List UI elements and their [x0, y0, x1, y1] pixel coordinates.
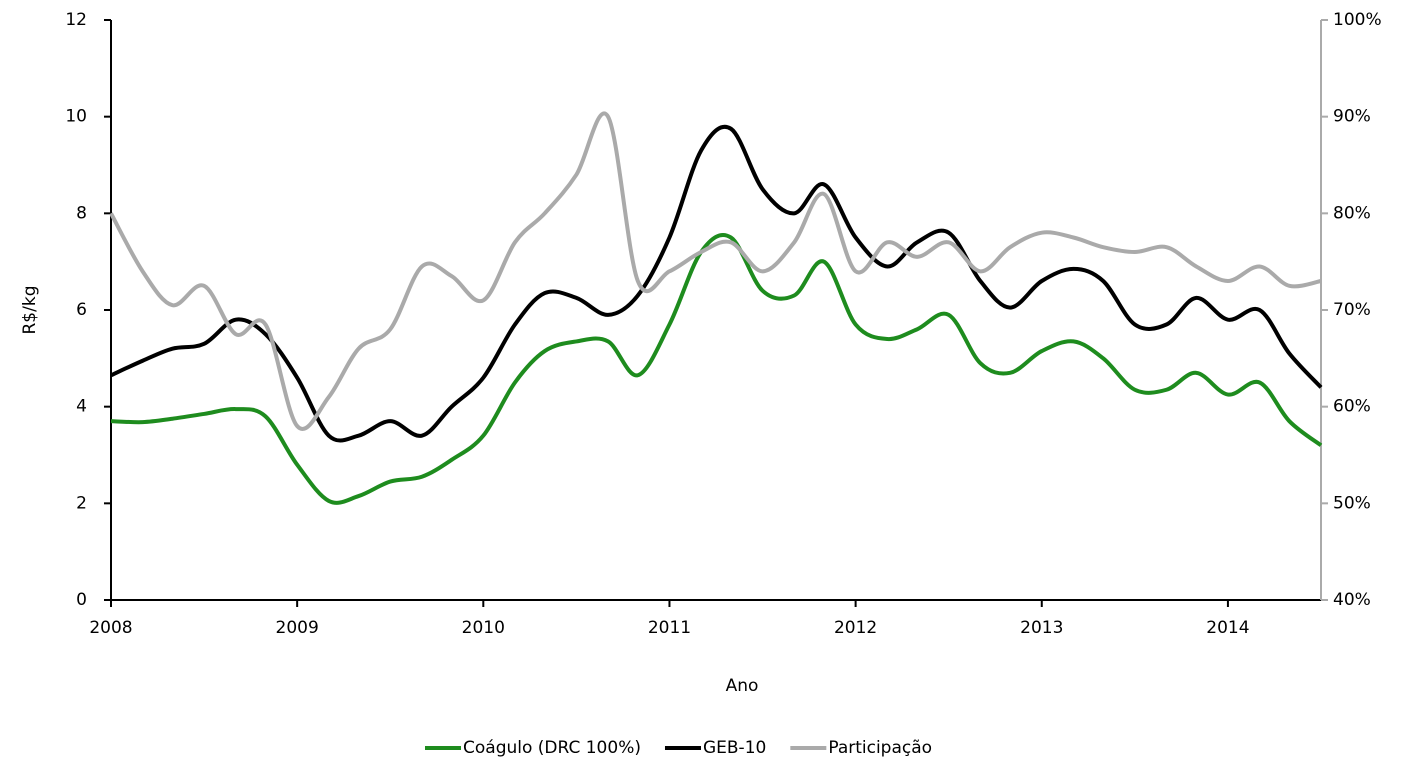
legend-label: GEB-10 [703, 738, 766, 758]
series-line [109, 111, 1322, 431]
y2-tick-label: 50% [1333, 493, 1371, 513]
y-tick-label: 4 [76, 397, 87, 417]
y2-tick-label: 90% [1333, 107, 1371, 127]
y2-tick-label: 60% [1333, 397, 1371, 417]
y-tick-label: 10 [65, 107, 87, 127]
y2-tick-label: 80% [1333, 203, 1371, 223]
y-tick-label: 8 [76, 203, 87, 223]
series-line [110, 233, 1323, 505]
legend-label: Coágulo (DRC 100%) [463, 738, 641, 758]
x-tick-label: 2009 [276, 618, 319, 638]
x-tick-label: 2008 [89, 618, 132, 638]
y2-tick-label: 40% [1333, 590, 1371, 610]
x-tick-label: 2011 [648, 618, 691, 638]
y2-tick-label: 100% [1333, 10, 1382, 30]
x-tick-label: 2010 [462, 618, 505, 638]
x-tick-label: 2013 [1020, 618, 1063, 638]
x-tick-label: 2014 [1206, 618, 1249, 638]
x-axis-label: Ano [726, 676, 759, 696]
y-axis-label: R$/kg [20, 286, 40, 335]
y2-tick-label: 70% [1333, 300, 1371, 320]
legend-label: Participação [828, 738, 932, 758]
y-tick-label: 12 [65, 10, 87, 30]
series-line [110, 124, 1323, 443]
y-tick-label: 0 [76, 590, 87, 610]
y-tick-label: 2 [76, 493, 87, 513]
x-tick-label: 2012 [834, 618, 877, 638]
y-tick-label: 6 [76, 300, 87, 320]
